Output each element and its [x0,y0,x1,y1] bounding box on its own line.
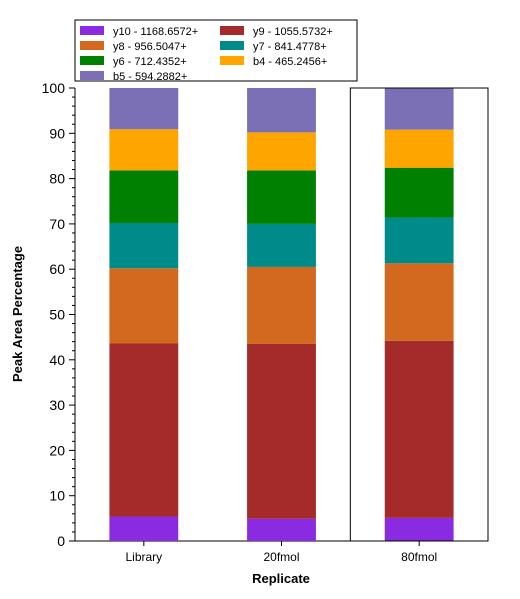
y-tick-label: 20 [49,442,65,458]
legend-box [74,19,358,82]
legend-label: y10 - 1168.6572+ [113,26,198,38]
bar-segment[interactable] [109,88,179,130]
legend-label: y6 - 712.4352+ [113,56,187,68]
x-axis: Library 20fmol 80fmol [125,541,437,564]
bar-segment[interactable] [384,217,454,264]
legend-swatch [220,56,244,65]
y-tick-label: 30 [49,397,65,413]
y-axis-title: Peak Area Percentage [10,246,25,382]
bar-segment[interactable] [247,266,316,344]
legend-label: b4 - 465.2456+ [253,56,327,68]
legend-swatch [80,71,104,80]
bar-segment[interactable] [109,268,179,344]
y-axis: 0 10 20 30 40 50 60 70 80 90 100 [42,80,75,549]
y-tick-label: 10 [49,488,65,504]
bars [109,87,489,542]
legend-label: b5 - 594.2882+ [113,71,187,83]
legend-label: y7 - 841.4778+ [253,41,327,53]
x-axis-title: Replicate [252,571,310,586]
y-tick-label: 50 [49,307,65,323]
y-tick-label: 40 [49,352,65,368]
bar-segment[interactable] [384,517,454,541]
bar-segment[interactable] [109,170,179,223]
bar-segment[interactable] [109,129,179,171]
bar-segment[interactable] [247,132,316,171]
y-tick-label: 100 [42,80,66,96]
legend-label: y8 - 956.5047+ [113,41,187,53]
y-tick-label: 0 [57,533,65,549]
bar-segment[interactable] [109,516,179,541]
y-tick-label: 70 [49,216,65,232]
legend-label: y9 - 1055.5732+ [253,26,333,38]
bar-segment[interactable] [247,518,316,541]
bar-segment[interactable] [247,343,316,519]
legend-swatch [220,26,244,35]
legend: y10 - 1168.6572+ y9 - 1055.5732+ y8 - 956.… [80,26,333,83]
bar-segment[interactable] [384,263,454,341]
y-tick-label: 90 [49,125,65,141]
bar-segment[interactable] [247,170,316,224]
legend-swatch [80,56,104,65]
bar-segment[interactable] [384,129,454,168]
x-tick-label: Library [125,550,162,564]
bar-segment[interactable] [384,167,454,218]
legend-swatch [80,41,104,50]
bar-segment[interactable] [109,222,179,269]
x-tick-label: 80fmol [401,550,437,564]
bar-segment[interactable] [384,340,454,518]
y-tick-label: 80 [49,171,65,187]
legend-swatch [80,26,104,35]
legend-swatch [220,41,244,50]
bar-segment[interactable] [247,223,316,267]
y-tick-label: 60 [49,261,65,277]
bar-segment[interactable] [109,343,179,517]
bar-segment[interactable] [384,88,454,130]
x-tick-label: 20fmol [263,550,299,564]
bar-segment[interactable] [247,88,316,133]
